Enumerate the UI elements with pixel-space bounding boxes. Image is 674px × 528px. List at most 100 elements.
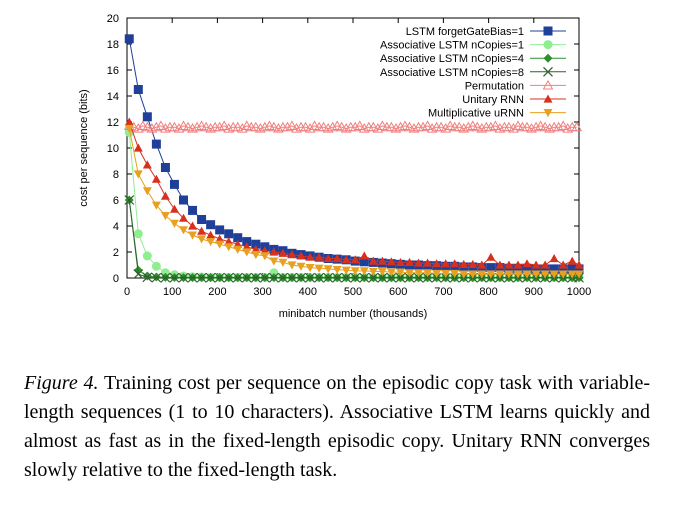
legend-label: Unitary RNN (462, 94, 524, 106)
data-point (133, 85, 143, 94)
series-6 (124, 124, 584, 279)
data-point (197, 235, 207, 244)
data-point (432, 269, 442, 278)
data-point (574, 270, 584, 279)
data-point (142, 271, 152, 281)
legend-item: Unitary RNN (462, 94, 566, 106)
data-point (574, 260, 584, 269)
data-point (269, 247, 279, 256)
data-point (571, 121, 583, 132)
data-point (377, 272, 388, 283)
data-point (444, 120, 456, 130)
data-point (495, 270, 505, 279)
data-point (368, 272, 379, 283)
data-point (132, 122, 144, 133)
data-point (453, 121, 465, 132)
data-point (327, 121, 339, 132)
legend-label: Associative LSTM nCopies=8 (380, 67, 524, 79)
data-point (459, 259, 469, 268)
data-point (179, 226, 188, 235)
data-point (305, 272, 315, 283)
data-point (151, 272, 162, 283)
data-point (296, 251, 306, 260)
data-point (173, 122, 185, 133)
data-point (530, 121, 542, 132)
data-point (459, 270, 469, 279)
legend-label: Associative LSTM nCopies=1 (380, 40, 524, 52)
data-point (395, 121, 406, 132)
data-point (386, 268, 396, 277)
data-point (440, 122, 452, 133)
data-point (544, 122, 555, 133)
data-point (477, 260, 487, 269)
data-point (260, 246, 270, 255)
data-point (558, 260, 568, 269)
data-point (124, 195, 135, 205)
data-point (215, 234, 225, 243)
data-point (305, 264, 315, 273)
data-point (124, 124, 134, 133)
data-point (377, 256, 387, 265)
data-point (242, 242, 252, 251)
data-point (305, 252, 315, 261)
legend-item: Multiplicative uRNN (428, 108, 566, 120)
data-point (278, 258, 288, 267)
y-tick-label: 4 (113, 221, 119, 233)
data-point (314, 272, 325, 283)
data-point (512, 120, 524, 130)
data-point (251, 239, 261, 249)
y-tick-label: 14 (107, 91, 119, 103)
data-point (331, 120, 343, 130)
y-tick-label: 20 (107, 13, 119, 25)
data-point (513, 270, 523, 279)
data-point (287, 250, 297, 259)
data-point (197, 226, 207, 235)
data-point (323, 254, 333, 263)
data-point (408, 122, 420, 133)
series-line (128, 132, 579, 278)
data-point (395, 268, 405, 277)
series-line (128, 128, 579, 275)
data-point (323, 272, 334, 283)
data-point (395, 272, 406, 283)
data-point (169, 179, 179, 189)
data-point (205, 122, 216, 133)
data-point (549, 264, 559, 274)
data-point (405, 257, 414, 266)
data-point (522, 259, 532, 268)
legend-item: Associative LSTM nCopies=8 (380, 67, 566, 79)
data-point (413, 272, 424, 283)
data-point (254, 122, 266, 133)
data-point (242, 237, 252, 247)
data-point (471, 121, 483, 132)
data-point (196, 120, 207, 130)
data-point (486, 252, 496, 261)
data-point (269, 257, 279, 266)
data-point (233, 245, 243, 254)
data-point (557, 120, 569, 130)
data-point (390, 122, 402, 133)
data-point (268, 121, 280, 132)
data-point (169, 121, 180, 132)
data-point (486, 263, 496, 273)
data-point (187, 122, 198, 133)
x-tick-label: 400 (299, 286, 317, 298)
data-point (296, 262, 306, 271)
data-point (494, 122, 506, 133)
data-point (151, 139, 161, 149)
data-point (133, 269, 144, 280)
data-point (214, 121, 226, 132)
data-point (241, 272, 252, 283)
data-point (304, 122, 316, 133)
data-point (450, 259, 460, 268)
data-point (179, 195, 188, 205)
legend: LSTM forgetGateBias=1 Associative LSTM nC… (380, 26, 566, 120)
legend-item: Permutation (465, 79, 566, 92)
data-point (188, 205, 198, 215)
data-point (441, 259, 451, 268)
data-point (133, 170, 143, 179)
data-point (178, 120, 189, 130)
data-point (522, 270, 532, 279)
data-point (395, 257, 405, 266)
data-point (142, 112, 152, 122)
